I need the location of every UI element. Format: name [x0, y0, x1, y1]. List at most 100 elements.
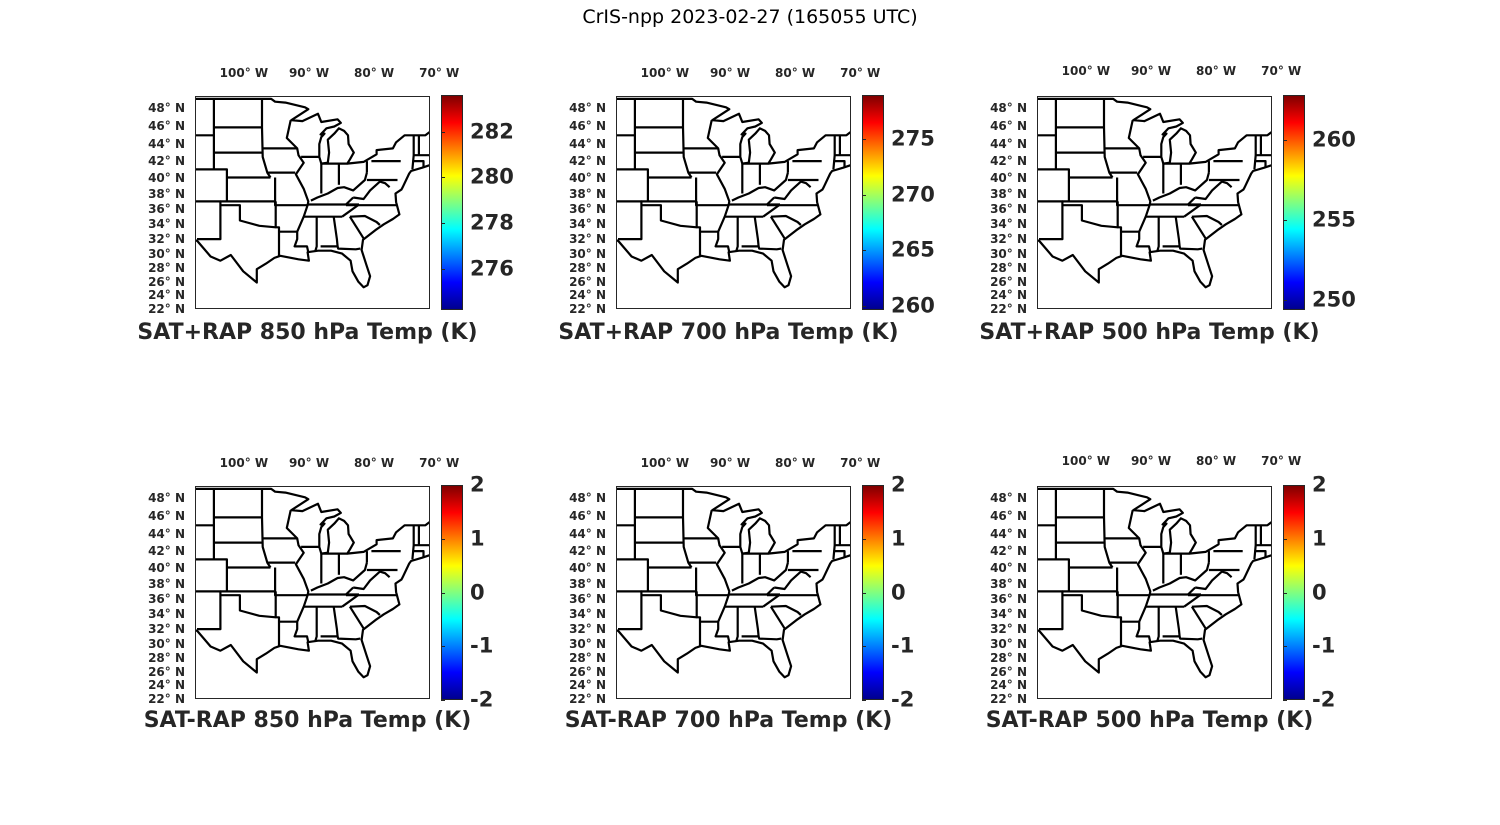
lat-tick-label: 36° N [569, 202, 606, 217]
boundary-line [1062, 594, 1118, 619]
boundary-line [706, 119, 731, 253]
boundary-line [1162, 635, 1203, 641]
boundary-line [616, 542, 851, 679]
boundary-line [1152, 172, 1210, 202]
lat-tick-label: 48° N [148, 491, 185, 506]
boundary-line [1037, 200, 1064, 241]
lat-tick-label: 48° N [990, 491, 1027, 506]
lat-tick-label: 48° N [148, 101, 185, 116]
lat-tick-label: 34° N [148, 217, 185, 232]
boundary-line [1253, 525, 1257, 560]
boundary-line [1115, 567, 1150, 597]
colorbar-tick-mark [441, 131, 445, 133]
colorbar-tick-mark [862, 538, 866, 540]
boundary-line [348, 216, 365, 239]
boundary-line [314, 216, 318, 252]
colorbar [1283, 95, 1305, 310]
colorbar-tick-label: 255 [1312, 207, 1356, 232]
lat-tick-label: 40° N [990, 560, 1027, 575]
boundary-line [1254, 549, 1267, 557]
boundary-line [1102, 488, 1114, 569]
colorbar-tick-mark [441, 177, 445, 179]
lat-tick-label: 28° N [569, 650, 606, 665]
lon-tick-label: 90° W [1130, 454, 1172, 468]
boundary-line [694, 177, 729, 207]
map-axes [616, 486, 851, 699]
boundary-line [735, 606, 739, 642]
lat-tick-label: 22° N [569, 692, 606, 706]
boundary-line [741, 635, 782, 641]
colorbar-tick-label: 0 [470, 580, 485, 604]
colorbar-tick-label: 265 [891, 237, 935, 262]
boundary-line [694, 567, 729, 597]
colorbar-tick-mark [1283, 646, 1287, 648]
colorbar-tick-label: -1 [470, 633, 494, 658]
lat-tick-label: 32° N [569, 622, 606, 637]
lat-tick-label: 38° N [148, 186, 185, 201]
map-panel: 48° N 46° N 44° N 42° N 40° N 38° N 36° N 34° N… [842, 390, 1342, 770]
lat-tick-label: 24° N [569, 288, 606, 303]
colorbar-tick-mark [862, 592, 866, 594]
boundary-line [681, 488, 693, 569]
colorbar-tick-mark [862, 700, 866, 701]
panel-title: SAT+RAP 850 hPa Temp (K) [137, 320, 478, 345]
lat-tick-label: 40° N [569, 170, 606, 185]
lat-tick-label: 26° N [990, 274, 1027, 289]
lat-tick-label: 34° N [990, 607, 1027, 622]
lat-tick-label: 28° N [148, 260, 185, 275]
boundary-line [1116, 201, 1123, 256]
colorbar-tick-label: 280 [470, 164, 514, 189]
boundary-line [1115, 177, 1150, 207]
map-frame [1037, 486, 1272, 699]
colorbar-tick-label: 282 [470, 119, 514, 144]
boundary-line [348, 606, 365, 629]
boundary-line [1152, 562, 1210, 592]
lat-tick-label: 22° N [148, 692, 185, 706]
lon-tick-label: 80° W [1196, 454, 1237, 468]
colorbar-tick-mark [1283, 592, 1287, 594]
lat-tick-label: 48° N [569, 491, 606, 506]
panel-title: SAT+RAP 500 hPa Temp (K) [979, 320, 1320, 345]
boundary-line [195, 168, 228, 202]
colorbar [441, 95, 463, 310]
lat-tick-label: 38° N [569, 576, 606, 591]
boundary-line [741, 245, 782, 251]
lat-tick-label: 44° N [148, 137, 185, 152]
boundary-line [1116, 591, 1123, 646]
boundary-line [260, 488, 272, 569]
lat-tick-label: 36° N [990, 592, 1027, 607]
lat-tick-label: 42° N [148, 154, 185, 169]
boundary-line [769, 216, 786, 239]
lon-tick-label: 100° W [1061, 64, 1111, 78]
lat-tick-label: 42° N [148, 544, 185, 559]
lat-tick-label: 28° N [569, 260, 606, 275]
boundary-line [1191, 214, 1223, 226]
lat-tick-label: 26° N [148, 664, 185, 679]
boundary-line [1127, 509, 1152, 643]
boundary-line [1187, 586, 1196, 596]
map-axes [195, 486, 430, 699]
boundary-line [411, 525, 415, 560]
boundary-line [641, 594, 697, 619]
boundary-line [695, 591, 702, 646]
lat-tick-label: 46° N [990, 509, 1027, 524]
map-frame [616, 96, 851, 309]
colorbar-tick-label: 1 [1312, 526, 1327, 551]
boundary-line [341, 203, 360, 218]
colorbar-tick-mark [862, 305, 866, 307]
colorbar-tick-label: 276 [470, 256, 514, 281]
boundary-line [1102, 98, 1114, 179]
boundary-line [285, 509, 310, 643]
lat-tick-label: 40° N [569, 560, 606, 575]
lat-tick-label: 24° N [569, 678, 606, 693]
boundary-line [753, 216, 760, 247]
lon-tick-label: 80° W [1196, 64, 1237, 78]
boundary-line [345, 586, 354, 596]
colorbar-tick-label: 2 [470, 472, 485, 497]
colorbar-tick-mark [441, 223, 445, 225]
boundary-line [195, 152, 430, 289]
colorbar-tick-label: 1 [891, 526, 906, 551]
lon-tick-label: 70° W [840, 456, 881, 470]
lat-tick-label: 24° N [990, 288, 1027, 303]
lat-tick-label: 28° N [990, 260, 1027, 275]
